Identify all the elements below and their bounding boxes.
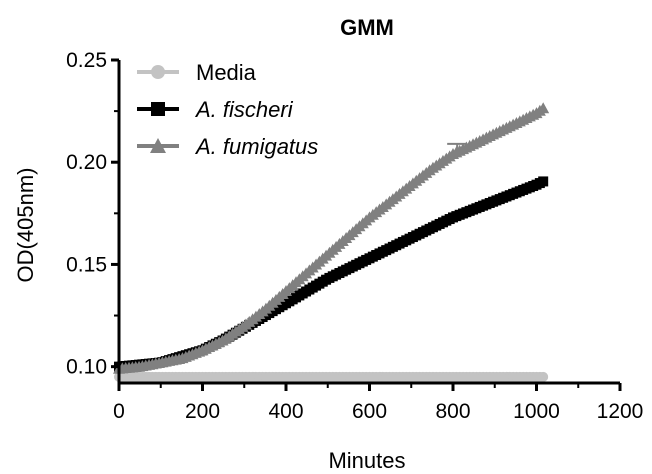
legend-entry: Media [137, 60, 257, 85]
legend-marker [150, 138, 166, 153]
legend-label: Media [196, 60, 257, 85]
series-triangle [113, 102, 550, 374]
y-tick-label: 0.10 [66, 356, 107, 379]
legend-marker [151, 102, 165, 116]
data-point [537, 102, 550, 114]
y-axis-label: OD(405nm) [13, 168, 38, 283]
legend-label: A. fischeri [194, 97, 294, 122]
x-tick-label: 1200 [597, 400, 644, 423]
axes: 0 200 400 600 800 1000 1200 0.10 0.15 0.20 0.25 [66, 49, 643, 423]
x-tick-label: 800 [435, 400, 470, 423]
legend-marker [151, 65, 165, 79]
x-tick-label: 200 [185, 400, 220, 423]
data-point [538, 371, 549, 382]
data-point [538, 176, 549, 187]
legend-label: A. fumigatus [194, 134, 318, 159]
legend: Media A. fischeri A. fumigatus [137, 60, 318, 159]
legend-entry: A. fischeri [137, 97, 294, 122]
x-tick-label: 400 [268, 400, 303, 423]
y-tick-label: 0.25 [66, 49, 107, 72]
x-tick-label: 600 [352, 400, 387, 423]
legend-entry: A. fumigatus [137, 134, 318, 159]
series-square [114, 176, 549, 372]
series-circle [114, 371, 549, 382]
plot-area [113, 102, 550, 382]
y-tick-label: 0.20 [66, 151, 107, 174]
x-tick-label: 0 [113, 400, 125, 423]
y-tick-label: 0.15 [66, 253, 107, 276]
x-tick-label: 1000 [513, 400, 560, 423]
chart-title: GMM [340, 15, 394, 40]
x-axis-label: Minutes [328, 448, 405, 473]
